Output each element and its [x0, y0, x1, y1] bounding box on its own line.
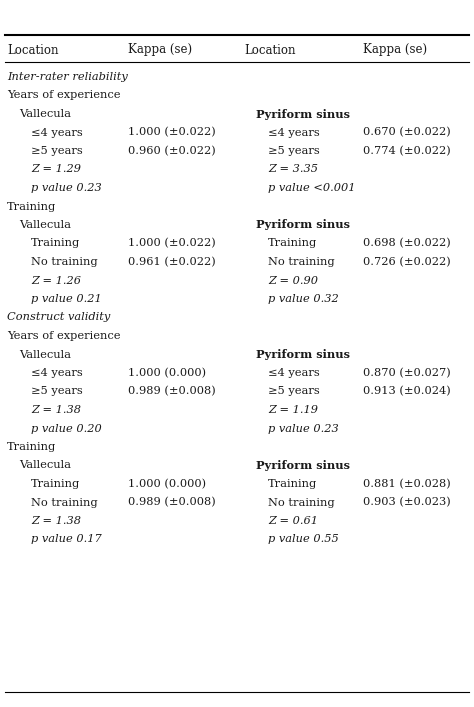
Text: Years of experience: Years of experience: [7, 331, 120, 341]
Text: 0.913 (±0.024): 0.913 (±0.024): [363, 386, 450, 397]
Text: Years of experience: Years of experience: [7, 90, 120, 100]
Text: Vallecula: Vallecula: [19, 349, 71, 359]
Text: Location: Location: [244, 44, 296, 57]
Text: Pyriform sinus: Pyriform sinus: [256, 219, 350, 230]
Text: p value 0.55: p value 0.55: [268, 534, 338, 544]
Text: Training: Training: [268, 238, 317, 248]
Text: Pyriform sinus: Pyriform sinus: [256, 108, 350, 119]
Text: ≤4 years: ≤4 years: [268, 368, 319, 378]
Text: Z = 0.90: Z = 0.90: [268, 276, 318, 286]
Text: Z = 1.38: Z = 1.38: [31, 516, 81, 526]
Text: No training: No training: [268, 257, 335, 267]
Text: p value <0.001: p value <0.001: [268, 183, 356, 193]
Text: ≤4 years: ≤4 years: [268, 127, 319, 137]
Text: p value 0.23: p value 0.23: [31, 183, 101, 193]
Text: Z = 3.35: Z = 3.35: [268, 165, 318, 175]
Text: 0.989 (±0.008): 0.989 (±0.008): [128, 386, 216, 397]
Text: Vallecula: Vallecula: [19, 109, 71, 119]
Text: 0.698 (±0.022): 0.698 (±0.022): [363, 238, 450, 249]
Text: p value 0.32: p value 0.32: [268, 294, 338, 304]
Text: Training: Training: [268, 479, 317, 489]
Text: p value 0.20: p value 0.20: [31, 423, 101, 433]
Text: p value 0.21: p value 0.21: [31, 294, 101, 304]
Text: Training: Training: [7, 201, 56, 211]
Text: Vallecula: Vallecula: [19, 220, 71, 230]
Text: Training: Training: [31, 479, 80, 489]
Text: 1.000 (±0.022): 1.000 (±0.022): [128, 238, 216, 249]
Text: 0.670 (±0.022): 0.670 (±0.022): [363, 127, 450, 138]
Text: Location: Location: [7, 44, 59, 57]
Text: Z = 1.26: Z = 1.26: [31, 276, 81, 286]
Text: 0.881 (±0.028): 0.881 (±0.028): [363, 479, 450, 489]
Text: Construct validity: Construct validity: [7, 312, 110, 322]
Text: 1.000 (0.000): 1.000 (0.000): [128, 368, 206, 378]
Text: ≥5 years: ≥5 years: [268, 146, 319, 156]
Text: No training: No training: [268, 498, 335, 508]
Text: 0.903 (±0.023): 0.903 (±0.023): [363, 497, 450, 508]
Text: Pyriform sinus: Pyriform sinus: [256, 349, 350, 360]
Text: 0.870 (±0.027): 0.870 (±0.027): [363, 368, 450, 378]
Text: Training: Training: [31, 238, 80, 248]
Text: Z = 0.61: Z = 0.61: [268, 516, 318, 526]
Text: Kappa (se): Kappa (se): [363, 44, 427, 57]
Text: ≥5 years: ≥5 years: [31, 146, 82, 156]
Text: ≥5 years: ≥5 years: [31, 387, 82, 397]
Text: 0.960 (±0.022): 0.960 (±0.022): [128, 146, 216, 156]
Text: Inter-rater reliability: Inter-rater reliability: [7, 72, 128, 82]
Text: Vallecula: Vallecula: [19, 460, 71, 470]
Text: Z = 1.29: Z = 1.29: [31, 165, 81, 175]
Text: p value 0.17: p value 0.17: [31, 534, 101, 544]
Text: Kappa (se): Kappa (se): [128, 44, 192, 57]
Text: ≥5 years: ≥5 years: [268, 387, 319, 397]
Text: ≤4 years: ≤4 years: [31, 368, 82, 378]
Text: Z = 1.19: Z = 1.19: [268, 405, 318, 415]
Text: ≤4 years: ≤4 years: [31, 127, 82, 137]
Text: 0.774 (±0.022): 0.774 (±0.022): [363, 146, 450, 156]
Text: No training: No training: [31, 257, 98, 267]
Text: 0.726 (±0.022): 0.726 (±0.022): [363, 257, 450, 267]
Text: 0.961 (±0.022): 0.961 (±0.022): [128, 257, 216, 267]
Text: 0.989 (±0.008): 0.989 (±0.008): [128, 497, 216, 508]
Text: Pyriform sinus: Pyriform sinus: [256, 460, 350, 471]
Text: 1.000 (0.000): 1.000 (0.000): [128, 479, 206, 489]
Text: Z = 1.38: Z = 1.38: [31, 405, 81, 415]
Text: No training: No training: [31, 498, 98, 508]
Text: Training: Training: [7, 442, 56, 452]
Text: p value 0.23: p value 0.23: [268, 423, 338, 433]
Text: 1.000 (±0.022): 1.000 (±0.022): [128, 127, 216, 138]
